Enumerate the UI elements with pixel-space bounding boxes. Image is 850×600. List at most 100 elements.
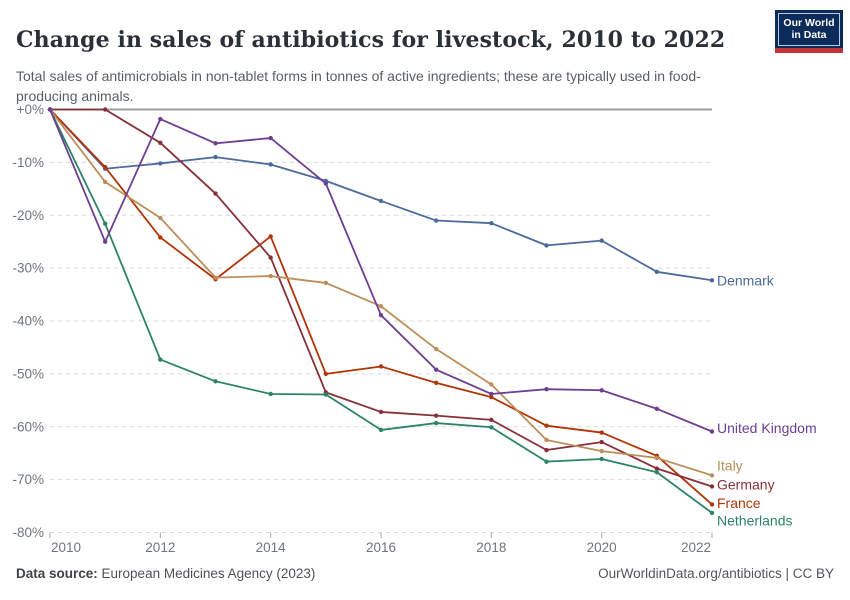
series-point-italy [709,473,715,478]
series-point-germany [489,417,494,423]
series-label-france[interactable]: France [717,495,761,511]
data-source-text: European Medicines Agency (2023) [97,566,316,581]
series-denmark[interactable]: Denmark [47,107,775,289]
series-label-germany[interactable]: Germany [717,477,775,493]
series-point-italy [433,346,439,352]
series-point-france [268,234,273,239]
series-point-netherlands [213,379,218,384]
x-tick-label: 2018 [476,540,506,555]
series-point-united-kingdom [599,388,604,393]
series-point-denmark [158,161,163,166]
data-source-note: Data source: European Medicines Agency (… [16,566,315,581]
series-point-united-kingdom [433,367,439,372]
footer-link[interactable]: OurWorldinData.org/antibiotics | CC BY [598,566,834,581]
y-tick-label: -10% [12,155,44,170]
series-point-france [489,394,494,400]
series-point-denmark [709,278,715,283]
series-point-denmark [213,154,218,160]
series-point-united-kingdom [544,387,549,392]
series-point-germany [654,466,660,471]
y-tick-label: -80% [12,525,44,540]
series-label-italy[interactable]: Italy [717,458,743,474]
series-point-france [599,430,604,435]
series-point-germany [158,140,163,146]
series-point-netherlands [323,392,329,397]
series-point-united-kingdom [213,141,218,146]
series-point-denmark [489,220,494,226]
series-point-italy [323,280,329,286]
owid-logo-line1: Our World [783,17,835,29]
series-point-netherlands [654,470,660,475]
series-point-italy [654,455,660,461]
series-point-united-kingdom [489,391,494,397]
series-point-germany [433,413,439,418]
series-point-germany [544,447,549,453]
series-point-france [158,235,163,240]
series-point-italy [489,382,494,387]
page-title: Change in sales of antibiotics for lives… [16,26,726,53]
series-point-germany [709,484,715,489]
series-point-italy [158,215,163,221]
series-label-denmark[interactable]: Denmark [717,273,775,289]
x-tick-label: 2014 [256,540,287,555]
y-tick-label: -50% [12,366,44,381]
series-point-united-kingdom [158,116,163,122]
series-germany[interactable]: Germany [47,107,775,493]
x-tick-label: 2012 [145,540,175,555]
owid-logo-line2: in Data [791,29,827,41]
series-point-italy [213,275,218,280]
series-label-united-kingdom[interactable]: United Kingdom [717,420,817,436]
series-point-italy [102,179,108,185]
series-point-netherlands [268,391,273,397]
series-point-italy [599,448,604,454]
series-point-united-kingdom [654,406,660,411]
x-tick-label: 2010 [51,540,81,555]
series-point-italy [378,303,384,309]
series-point-united-kingdom [323,181,329,186]
series-label-netherlands[interactable]: Netherlands [717,513,793,529]
owid-logo-text: Our World in Data [778,13,840,46]
series-point-germany [378,409,384,415]
series-line-united-kingdom[interactable] [49,108,713,433]
x-tick-label: 2016 [366,540,396,555]
series-point-france [378,364,384,369]
series-netherlands[interactable]: Netherlands [47,107,793,529]
series-point-united-kingdom [268,135,273,141]
series-point-france [544,423,549,428]
series-point-united-kingdom [47,107,53,112]
series-point-france [323,371,329,377]
series-point-netherlands [158,357,163,362]
y-tick-label: -40% [12,314,44,329]
series-point-netherlands [709,510,715,516]
series-point-united-kingdom [378,312,384,318]
series-united-kingdom[interactable]: United Kingdom [47,107,817,436]
series-point-france [433,380,439,386]
y-tick-label: -60% [12,419,44,434]
series-point-netherlands [102,221,108,226]
series-point-denmark [544,243,549,248]
data-source-label: Data source: [16,566,98,581]
series-point-denmark [433,218,439,223]
series-point-italy [544,437,549,443]
chart-subtitle: Total sales of antimicrobials in non-tab… [16,68,701,105]
series-point-germany [102,107,108,112]
series-point-denmark [268,162,273,167]
series-france[interactable]: France [47,107,761,511]
series-point-denmark [599,238,604,243]
x-tick-label: 2022 [681,540,711,555]
y-tick-label: -70% [12,472,44,487]
series-point-netherlands [544,459,549,464]
series-point-france [102,164,108,170]
y-tick-label: +0% [17,102,44,117]
y-tick-label: -20% [12,208,44,223]
series-point-italy [268,273,273,279]
series-point-germany [599,439,604,445]
series-point-netherlands [599,456,604,462]
series-point-united-kingdom [102,239,108,244]
series-point-germany [213,191,218,196]
y-tick-label: -30% [12,261,44,276]
owid-logo[interactable]: Our World in Data [775,10,843,53]
x-tick-label: 2020 [587,540,617,555]
